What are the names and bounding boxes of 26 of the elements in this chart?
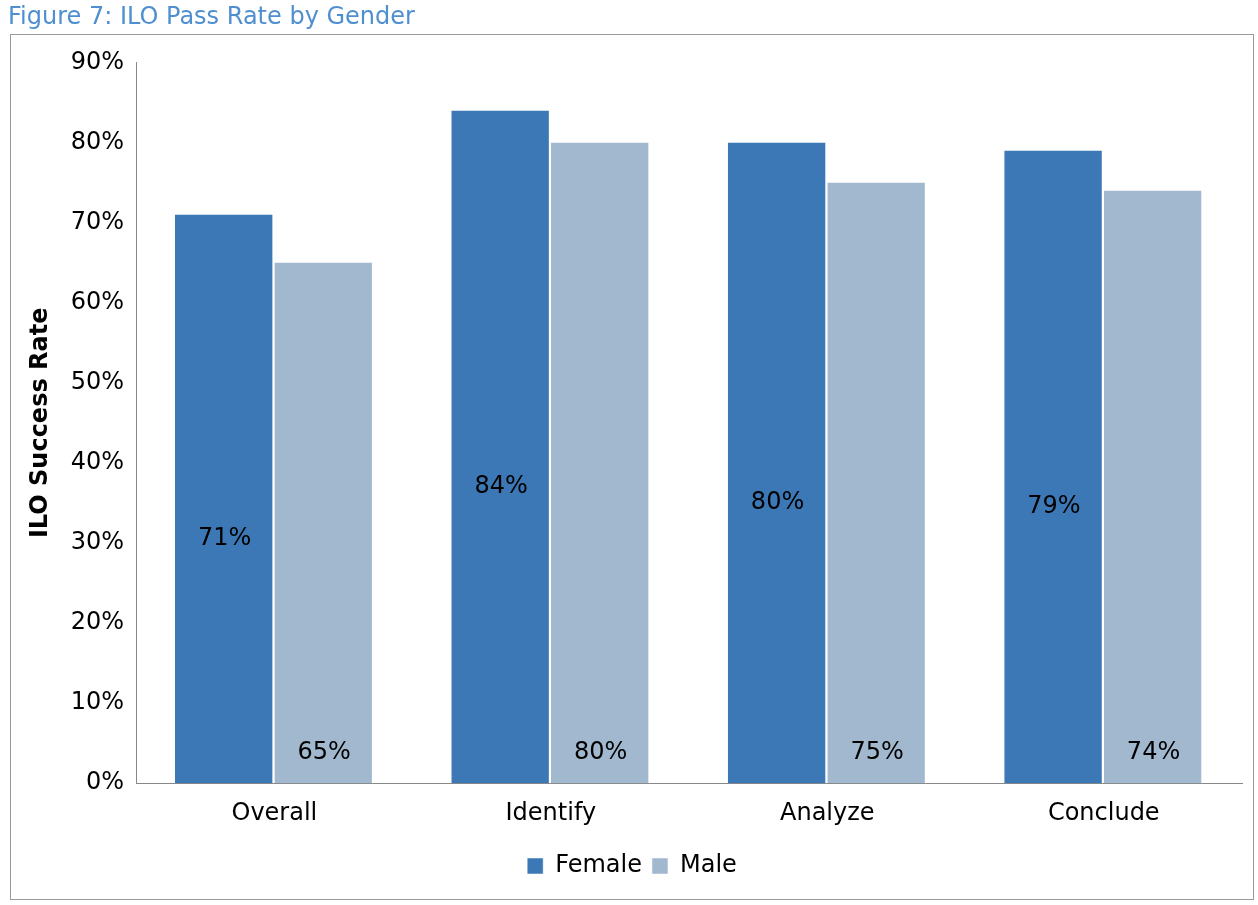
y-tick-label: 40% — [70, 447, 125, 476]
data-label: 79% — [1027, 491, 1081, 520]
y-tick-label: 30% — [70, 527, 125, 556]
data-label: 84% — [474, 471, 528, 500]
y-tick-label: 90% — [70, 46, 125, 75]
data-label: 75% — [850, 737, 904, 766]
legend-label: Female — [555, 850, 642, 879]
data-label: 71% — [197, 523, 252, 552]
y-tick-label: 0% — [86, 767, 125, 796]
x-tick-label: Conclude — [1047, 797, 1160, 826]
legend-label: Male — [679, 850, 737, 879]
y-tick-label: 60% — [70, 286, 125, 315]
x-tick-label: Overall — [231, 797, 318, 826]
y-tick-label: 50% — [70, 366, 125, 395]
data-label: 80% — [573, 737, 628, 766]
x-tick-label: Identify — [505, 797, 597, 826]
data-label: 74% — [1126, 737, 1181, 766]
data-label: 65% — [297, 737, 351, 766]
x-tick-label: Analyze — [780, 797, 875, 826]
data-label: 80% — [750, 487, 805, 516]
chart-title: Figure 7: ILO Pass Rate by Gender — [8, 2, 415, 30]
y-tick-label: 10% — [70, 687, 125, 716]
y-tick-label: 70% — [70, 206, 125, 235]
y-tick-label: 20% — [70, 607, 125, 636]
y-tick-label: 80% — [70, 126, 125, 155]
y-axis-title: ILO Success Rate — [24, 307, 53, 539]
